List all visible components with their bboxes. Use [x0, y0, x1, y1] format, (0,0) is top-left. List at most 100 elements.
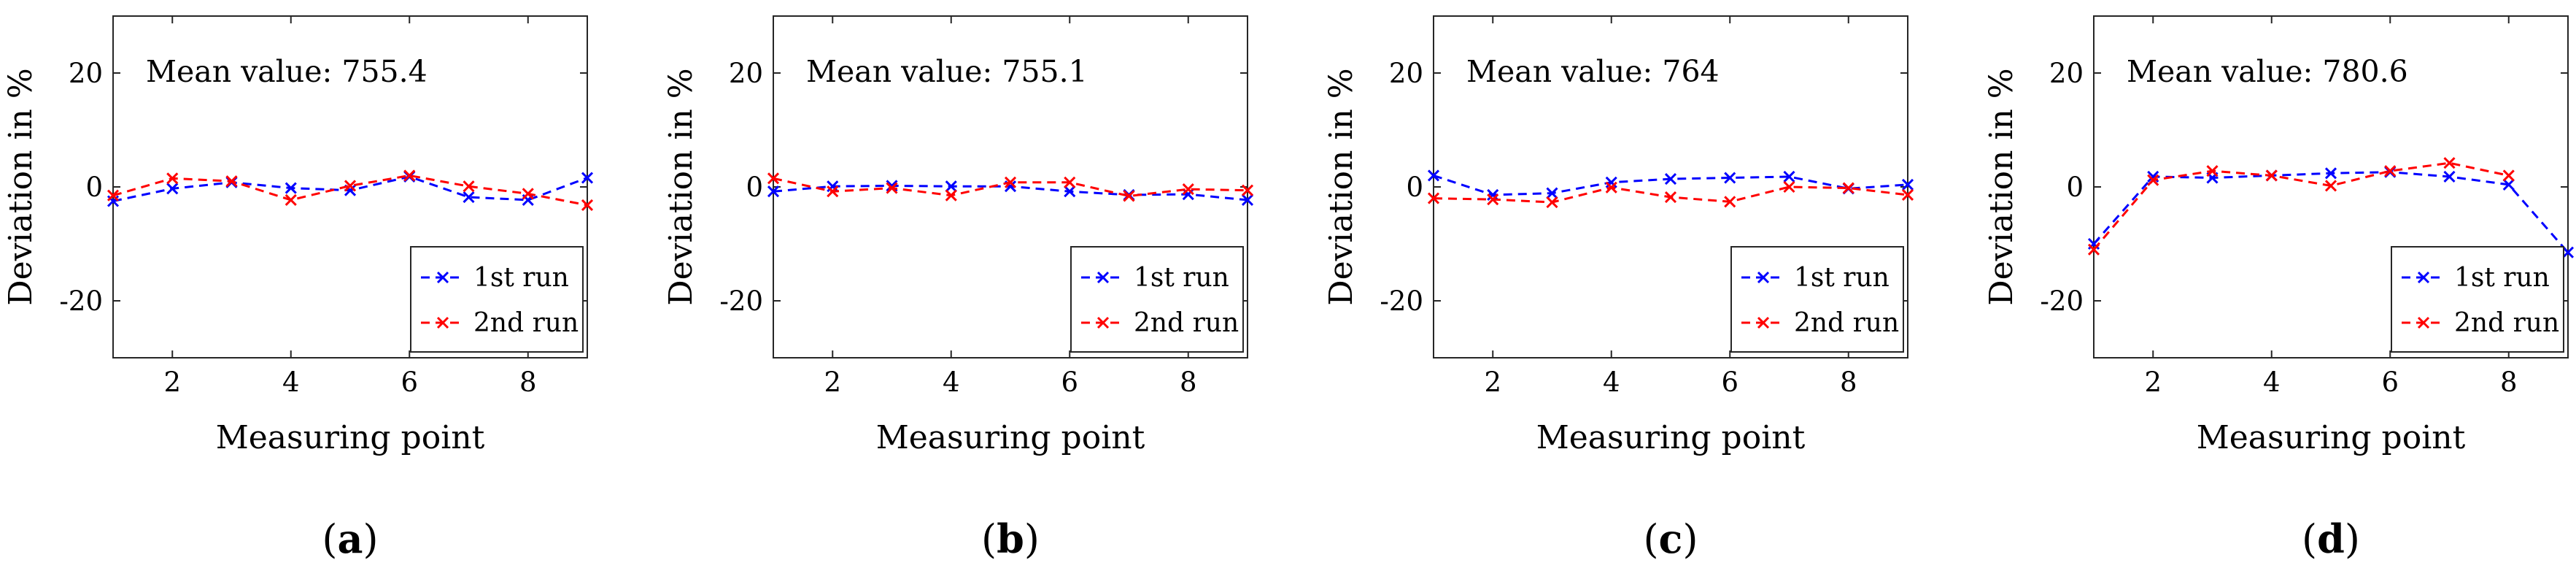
panel-letter: d: [2317, 515, 2345, 562]
x-tick-label: 6: [401, 367, 418, 398]
data-point: [463, 191, 475, 204]
panel-label: (d): [2302, 515, 2360, 562]
y-tick-label: -20: [59, 285, 103, 317]
data-point: [945, 189, 957, 202]
y-tick-label: 20: [69, 58, 103, 89]
data-point: [2443, 170, 2456, 183]
mean-value-annotation: Mean value: 755.4: [146, 54, 428, 89]
data-point: [2443, 157, 2456, 169]
data-point: [166, 183, 179, 195]
data-point: [1064, 185, 1076, 198]
data-point: [1901, 178, 1914, 191]
x-tick-label: 8: [1180, 367, 1197, 398]
legend: 1st run 2nd run: [1730, 246, 1904, 353]
data-point: [2324, 180, 2337, 192]
data-point: [1842, 182, 1854, 194]
legend: 1st run 2nd run: [2391, 246, 2564, 353]
data-point: [1783, 180, 1795, 193]
data-point: [1123, 190, 1135, 202]
legend-marker: [436, 316, 449, 329]
y-axis-label: Deviation in %: [1323, 68, 1360, 305]
legend-entry: 2nd run: [1794, 308, 1899, 338]
data-point: [581, 199, 594, 212]
data-point: [107, 189, 120, 202]
legend-marker: [1096, 316, 1110, 329]
y-axis-label: Deviation in %: [2, 68, 39, 305]
data-point: [2087, 243, 2100, 256]
x-tick-label: 2: [1484, 367, 1501, 398]
mean-value-annotation: Mean value: 764: [1466, 54, 1720, 89]
y-tick-label: 20: [2049, 58, 2084, 89]
panel-label: (b): [981, 515, 1040, 562]
x-tick-label: 6: [1061, 367, 1078, 398]
chart-panel-d: -20 0 20 2 4 6 8 Measuring point Deviation in % M…: [1983, 15, 2575, 562]
data-point: [1064, 176, 1076, 188]
legend-box: [2391, 246, 2564, 353]
data-point: [1427, 192, 1440, 204]
mean-value-annotation: Mean value: 780.6: [2127, 54, 2408, 89]
data-point: [1783, 170, 1795, 183]
data-point: [1605, 176, 1617, 188]
data-point: [225, 175, 238, 188]
data-point: [2502, 178, 2515, 191]
data-point: [2206, 165, 2219, 177]
x-tick-label: 8: [519, 367, 537, 398]
panel-letter: b: [997, 515, 1024, 562]
legend-entry: 2nd run: [1134, 308, 1239, 338]
legend-entry: 1st run: [2454, 263, 2550, 293]
legend-marker: [2417, 316, 2430, 329]
series-line-2: [112, 174, 588, 207]
x-axis-label: Measuring point: [2197, 419, 2466, 456]
legend-entry: 1st run: [1134, 263, 1229, 293]
x-tick-label: 4: [2263, 367, 2281, 398]
data-point: [1546, 187, 1558, 199]
legend-marker: [2417, 271, 2430, 284]
series-line-2: [2092, 161, 2510, 250]
legend-entry: 2nd run: [473, 308, 579, 338]
x-tick-label: 4: [1603, 367, 1620, 398]
y-tick-label: 20: [729, 58, 763, 89]
legend: 1st run 2nd run: [1070, 246, 1244, 353]
data-point: [1004, 176, 1017, 188]
chart-panel-b: -20 0 20 2 4 6 8 Measuring point Deviation in % M…: [662, 15, 1254, 562]
data-point: [1487, 193, 1499, 206]
legend-marker: [1096, 271, 1110, 284]
data-point: [522, 188, 534, 200]
data-point: [945, 180, 957, 193]
x-tick-label: 6: [1721, 367, 1738, 398]
data-point: [1241, 193, 1254, 207]
data-point: [166, 172, 179, 185]
x-tick-label: 4: [282, 367, 300, 398]
y-axis-label: Deviation in %: [662, 68, 700, 305]
data-point: [827, 180, 839, 193]
data-point: [285, 182, 297, 194]
x-tick-label: 6: [2381, 367, 2399, 398]
data-point: [1724, 172, 1736, 184]
x-axis-label: Measuring point: [216, 419, 485, 456]
data-point: [1182, 183, 1194, 196]
data-point: [2265, 169, 2278, 182]
x-tick-label: 2: [2144, 367, 2162, 398]
x-tick-label: 8: [1840, 367, 1857, 398]
y-tick-label: 20: [1389, 58, 1423, 89]
y-axis-label: Deviation in %: [1983, 68, 2020, 305]
data-point: [2561, 246, 2575, 258]
panel-label: (a): [322, 515, 378, 562]
mean-value-annotation: Mean value: 755.1: [806, 54, 1088, 89]
legend-box: [410, 246, 584, 353]
legend-marker: [436, 271, 449, 284]
data-point: [463, 180, 475, 193]
data-point: [581, 172, 594, 184]
data-point: [1182, 188, 1194, 201]
data-point: [2324, 167, 2337, 180]
legend-entry: 1st run: [1794, 263, 1890, 293]
data-point: [1546, 196, 1558, 209]
legend: 1st run 2nd run: [410, 246, 584, 353]
panel-letter: c: [1659, 515, 1683, 562]
data-point: [285, 193, 297, 207]
legend-box: [1730, 246, 1904, 353]
x-tick-label: 4: [943, 367, 960, 398]
data-point: [1487, 188, 1499, 201]
data-point: [1724, 196, 1736, 208]
x-axis-label: Measuring point: [1536, 419, 1806, 456]
